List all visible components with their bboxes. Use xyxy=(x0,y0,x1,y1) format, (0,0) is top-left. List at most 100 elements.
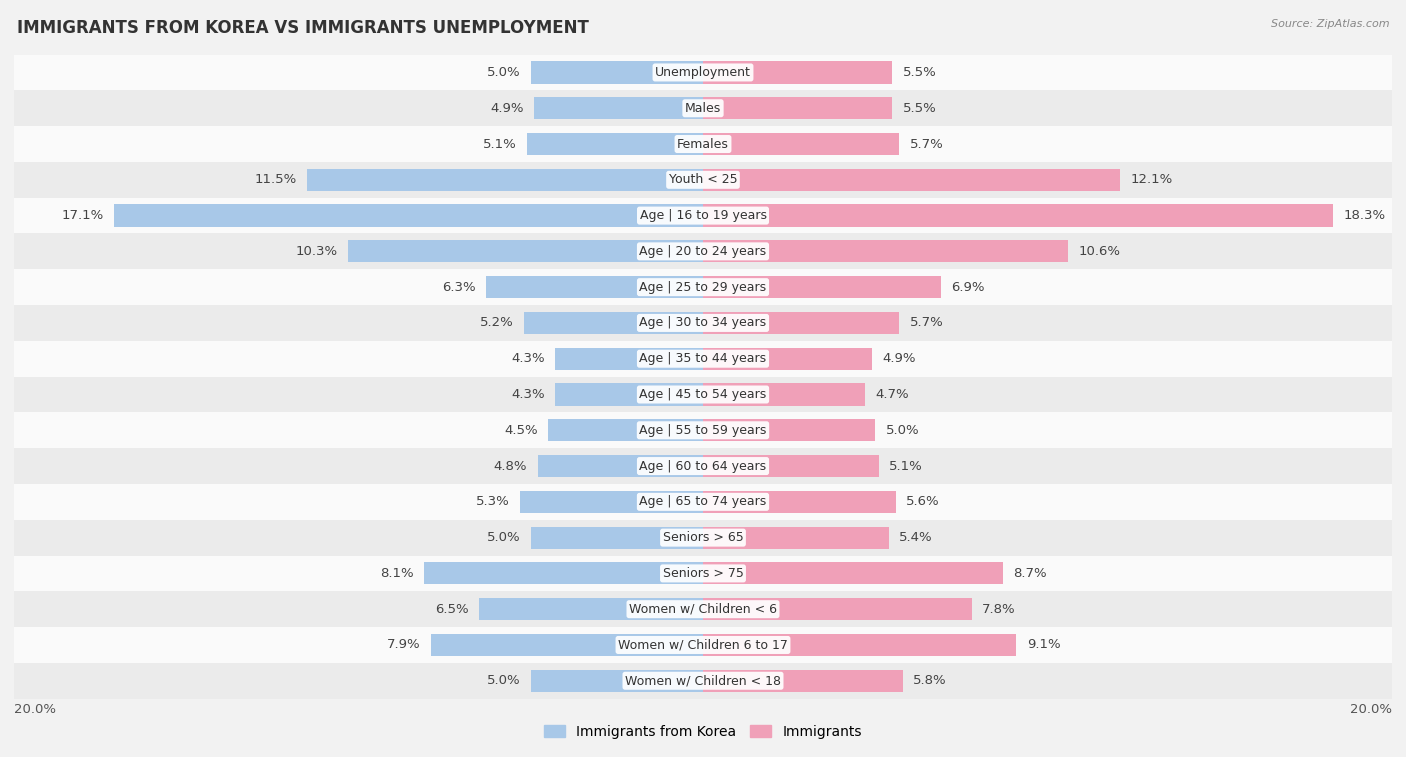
Text: 4.3%: 4.3% xyxy=(510,388,544,401)
Bar xyxy=(307,169,703,191)
Bar xyxy=(703,562,1002,584)
Text: 5.0%: 5.0% xyxy=(486,674,520,687)
Text: 5.6%: 5.6% xyxy=(907,495,939,509)
Bar xyxy=(703,240,1069,263)
Text: 6.5%: 6.5% xyxy=(434,603,468,615)
Text: IMMIGRANTS FROM KOREA VS IMMIGRANTS UNEMPLOYMENT: IMMIGRANTS FROM KOREA VS IMMIGRANTS UNEM… xyxy=(17,19,589,37)
Text: 4.7%: 4.7% xyxy=(875,388,908,401)
Bar xyxy=(703,598,972,620)
Text: 10.3%: 10.3% xyxy=(295,245,337,258)
Text: 4.3%: 4.3% xyxy=(510,352,544,365)
Bar xyxy=(531,527,703,549)
Text: 4.5%: 4.5% xyxy=(503,424,537,437)
Bar xyxy=(14,556,1392,591)
Text: Age | 55 to 59 years: Age | 55 to 59 years xyxy=(640,424,766,437)
Text: Seniors > 75: Seniors > 75 xyxy=(662,567,744,580)
Bar xyxy=(703,169,1119,191)
Bar xyxy=(14,233,1392,269)
Text: 4.9%: 4.9% xyxy=(491,101,524,115)
Bar xyxy=(703,491,896,513)
Bar xyxy=(14,90,1392,126)
Text: 17.1%: 17.1% xyxy=(62,209,104,222)
Bar xyxy=(703,97,893,120)
Text: 5.7%: 5.7% xyxy=(910,316,943,329)
Bar xyxy=(14,663,1392,699)
Text: Source: ZipAtlas.com: Source: ZipAtlas.com xyxy=(1271,19,1389,29)
Text: 5.8%: 5.8% xyxy=(912,674,946,687)
Bar xyxy=(703,312,900,334)
Text: Age | 16 to 19 years: Age | 16 to 19 years xyxy=(640,209,766,222)
Bar xyxy=(14,305,1392,341)
Bar xyxy=(520,491,703,513)
Text: 5.0%: 5.0% xyxy=(486,66,520,79)
Bar xyxy=(534,97,703,120)
Text: 10.6%: 10.6% xyxy=(1078,245,1121,258)
Text: 5.5%: 5.5% xyxy=(903,66,936,79)
Text: 8.1%: 8.1% xyxy=(380,567,413,580)
Bar xyxy=(537,455,703,477)
Bar xyxy=(14,484,1392,520)
Bar xyxy=(703,527,889,549)
Text: 20.0%: 20.0% xyxy=(14,703,56,716)
Bar xyxy=(14,55,1392,90)
Bar xyxy=(349,240,703,263)
Text: 7.9%: 7.9% xyxy=(387,638,420,652)
Text: Women w/ Children 6 to 17: Women w/ Children 6 to 17 xyxy=(619,638,787,652)
Bar xyxy=(703,634,1017,656)
Text: Youth < 25: Youth < 25 xyxy=(669,173,737,186)
Bar xyxy=(531,670,703,692)
Bar xyxy=(555,383,703,406)
Text: Women w/ Children < 6: Women w/ Children < 6 xyxy=(628,603,778,615)
Text: Age | 35 to 44 years: Age | 35 to 44 years xyxy=(640,352,766,365)
Text: Age | 65 to 74 years: Age | 65 to 74 years xyxy=(640,495,766,509)
Text: 18.3%: 18.3% xyxy=(1344,209,1386,222)
Text: Age | 30 to 34 years: Age | 30 to 34 years xyxy=(640,316,766,329)
Bar xyxy=(14,627,1392,663)
Bar xyxy=(527,133,703,155)
Bar xyxy=(703,419,875,441)
Text: 5.7%: 5.7% xyxy=(910,138,943,151)
Text: Age | 45 to 54 years: Age | 45 to 54 years xyxy=(640,388,766,401)
Text: 5.1%: 5.1% xyxy=(484,138,517,151)
Bar xyxy=(703,455,879,477)
Bar xyxy=(479,598,703,620)
Text: 12.1%: 12.1% xyxy=(1130,173,1173,186)
Bar xyxy=(703,133,900,155)
Text: Women w/ Children < 18: Women w/ Children < 18 xyxy=(626,674,780,687)
Bar xyxy=(703,383,865,406)
Text: 6.3%: 6.3% xyxy=(441,281,475,294)
Bar xyxy=(524,312,703,334)
Bar xyxy=(703,347,872,370)
Bar xyxy=(114,204,703,226)
Text: 11.5%: 11.5% xyxy=(254,173,297,186)
Bar xyxy=(425,562,703,584)
Text: 5.5%: 5.5% xyxy=(903,101,936,115)
Text: Age | 60 to 64 years: Age | 60 to 64 years xyxy=(640,459,766,472)
Bar xyxy=(14,520,1392,556)
Text: 4.8%: 4.8% xyxy=(494,459,527,472)
Bar xyxy=(14,126,1392,162)
Bar xyxy=(555,347,703,370)
Legend: Immigrants from Korea, Immigrants: Immigrants from Korea, Immigrants xyxy=(538,719,868,744)
Text: 9.1%: 9.1% xyxy=(1026,638,1060,652)
Text: 6.9%: 6.9% xyxy=(950,281,984,294)
Bar xyxy=(14,376,1392,413)
Text: 4.9%: 4.9% xyxy=(882,352,915,365)
Bar xyxy=(531,61,703,83)
Bar xyxy=(14,341,1392,376)
Bar xyxy=(703,204,1333,226)
Bar xyxy=(14,413,1392,448)
Text: 5.2%: 5.2% xyxy=(479,316,513,329)
Bar xyxy=(14,198,1392,233)
Bar xyxy=(703,276,941,298)
Text: 7.8%: 7.8% xyxy=(981,603,1015,615)
Text: 20.0%: 20.0% xyxy=(1350,703,1392,716)
Text: 8.7%: 8.7% xyxy=(1012,567,1046,580)
Text: Males: Males xyxy=(685,101,721,115)
Bar xyxy=(14,269,1392,305)
Bar xyxy=(486,276,703,298)
Text: Age | 25 to 29 years: Age | 25 to 29 years xyxy=(640,281,766,294)
Text: 5.0%: 5.0% xyxy=(886,424,920,437)
Bar xyxy=(548,419,703,441)
Text: Age | 20 to 24 years: Age | 20 to 24 years xyxy=(640,245,766,258)
